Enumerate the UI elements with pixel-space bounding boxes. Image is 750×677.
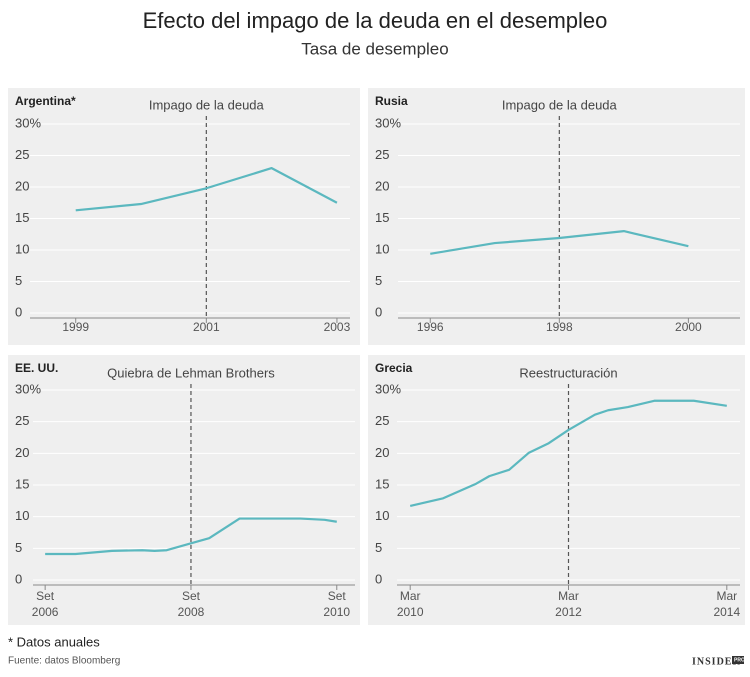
y-tick-label: 30% xyxy=(15,381,41,396)
y-tick-label: 0 xyxy=(375,304,382,319)
y-tick-label: 15 xyxy=(15,210,29,225)
y-tick-label: 20 xyxy=(15,178,29,193)
data-line xyxy=(430,230,689,255)
logo: INSIDER xyxy=(692,656,741,667)
annotation-text: Impago de la deuda xyxy=(502,97,618,112)
page-subtitle: Tasa de desempleo xyxy=(301,39,448,58)
y-tick-label: 20 xyxy=(375,178,389,193)
y-tick-label: 10 xyxy=(375,241,389,256)
data-line xyxy=(75,167,338,212)
page-title: Efecto del impago de la deuda en el dese… xyxy=(143,8,608,33)
panel: EE. UU. 0 5 10 15 20 25 30% Quiebra de Lehman Br… xyxy=(8,355,360,625)
y-tick-label: 0 xyxy=(15,304,22,319)
x-tick-label: Set 2010 xyxy=(323,589,351,619)
y-tick-label: 15 xyxy=(375,476,389,491)
panel: Grecia 0 5 10 15 20 25 30% Reestructuración xyxy=(368,355,745,625)
x-tick-label: Mar 2014 xyxy=(713,589,741,619)
annotation-text: Quiebra de Lehman Brothers xyxy=(107,365,275,380)
y-tick-label: 5 xyxy=(375,273,382,288)
y-tick-label: 5 xyxy=(15,540,22,555)
panel-background xyxy=(8,88,360,345)
footnote: * Datos anuales xyxy=(8,634,100,649)
y-tick-label: 30% xyxy=(375,115,401,130)
y-tick-label: 0 xyxy=(15,571,22,586)
y-tick-label: 15 xyxy=(15,476,29,491)
y-tick-label: 20 xyxy=(375,445,389,460)
x-tick-label: 2000 xyxy=(675,320,702,334)
source: Fuente: datos Bloomberg xyxy=(8,656,120,667)
x-tick-label: 1998 xyxy=(545,320,573,334)
y-tick-label: 25 xyxy=(15,413,29,428)
x-tick-label: 2001 xyxy=(192,320,220,334)
y-tick-label: 10 xyxy=(15,508,29,523)
y-tick-label: 10 xyxy=(375,508,389,523)
x-tick-label: 1996 xyxy=(416,320,444,334)
y-tick-label: 25 xyxy=(15,147,29,162)
y-tick-label: 10 xyxy=(15,241,29,256)
x-tick-label: Set 2006 xyxy=(31,589,59,619)
logo-badge: PRO xyxy=(734,657,745,663)
panel-title: EE. UU. xyxy=(15,361,58,375)
annotation-text: Impago de la deuda xyxy=(149,97,265,112)
y-tick-label: 25 xyxy=(375,147,389,162)
data-line xyxy=(409,399,727,507)
panel-title: Grecia xyxy=(375,361,413,375)
y-tick-label: 5 xyxy=(375,540,382,555)
y-tick-label: 5 xyxy=(15,273,22,288)
panel-title: Argentina* xyxy=(15,94,76,108)
data-line xyxy=(45,517,337,556)
x-tick-label: 2003 xyxy=(323,320,351,334)
x-tick-label: 1999 xyxy=(62,320,90,334)
logo-badge-bg xyxy=(732,656,744,664)
panel: Rusia 0 5 10 15 20 25 30% Impago de la deuda xyxy=(368,88,745,345)
y-tick-label: 15 xyxy=(375,210,389,225)
y-tick-label: 20 xyxy=(15,445,29,460)
x-tick-label: Set 2008 xyxy=(177,589,205,619)
y-tick-label: 30% xyxy=(15,115,41,130)
x-tick-label: Mar 2012 xyxy=(555,589,582,619)
y-tick-label: 30% xyxy=(375,381,401,396)
panel-title: Rusia xyxy=(375,94,408,108)
y-tick-label: 25 xyxy=(375,413,389,428)
panel: Argentina* 0 5 10 15 20 25 30% Impago de la deud… xyxy=(8,88,360,345)
x-tick-label: Mar 2010 xyxy=(396,589,424,619)
y-tick-label: 0 xyxy=(375,571,382,586)
panel-background xyxy=(368,88,745,345)
annotation-text: Reestructuración xyxy=(519,365,617,380)
